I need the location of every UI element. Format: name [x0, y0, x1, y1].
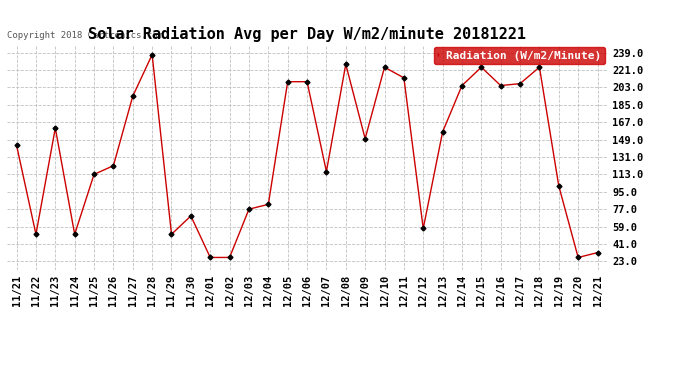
Legend: Radiation (W/m2/Minute): Radiation (W/m2/Minute)	[434, 47, 605, 64]
Text: Copyright 2018 Cartronics.com: Copyright 2018 Cartronics.com	[7, 32, 163, 40]
Title: Solar Radiation Avg per Day W/m2/minute 20181221: Solar Radiation Avg per Day W/m2/minute …	[88, 27, 526, 42]
